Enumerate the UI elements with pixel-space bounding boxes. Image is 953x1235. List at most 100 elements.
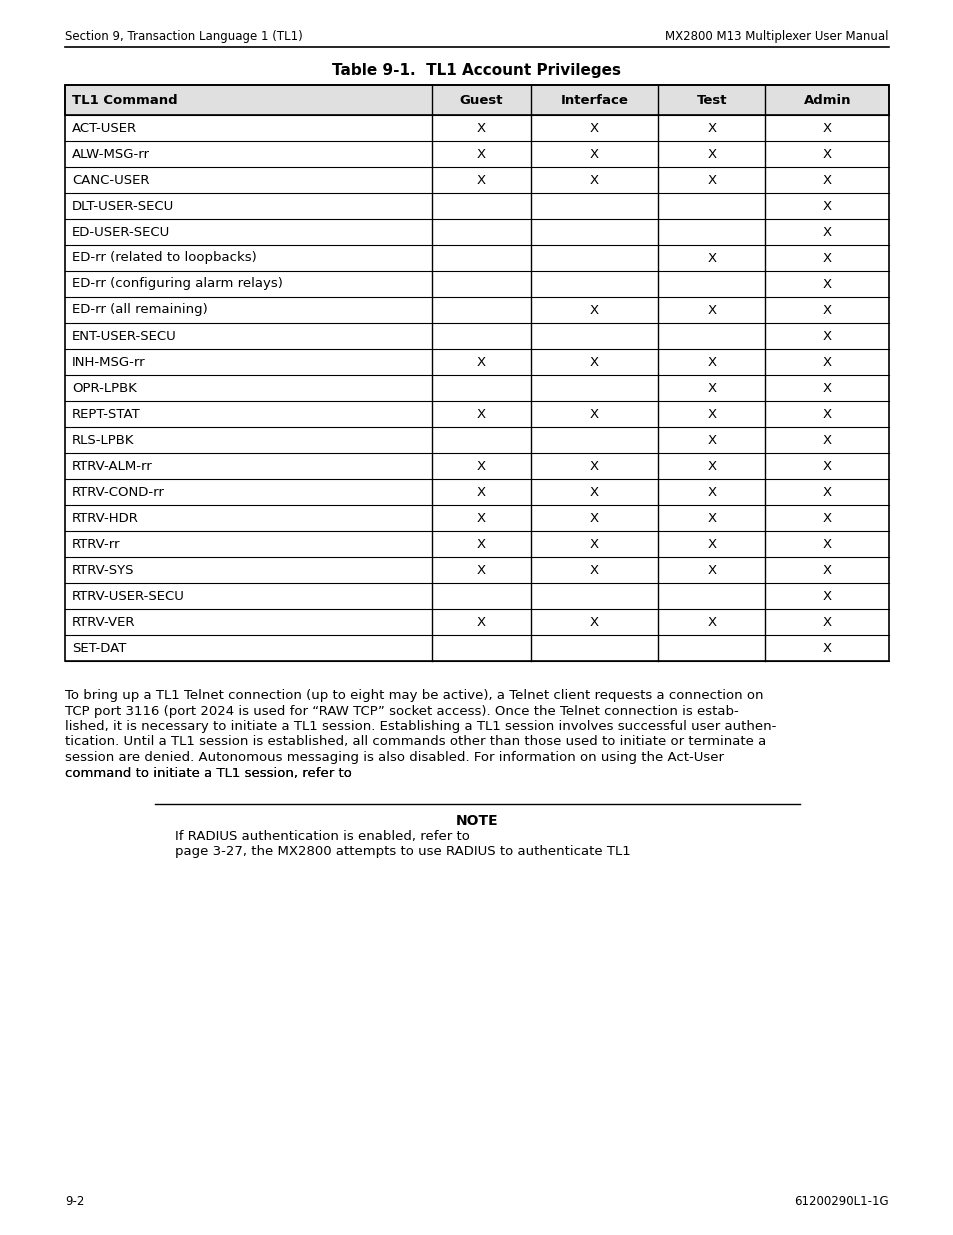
Text: X: X bbox=[589, 147, 598, 161]
Text: ACT-USER: ACT-USER bbox=[71, 121, 137, 135]
Text: REPT-STAT: REPT-STAT bbox=[71, 408, 141, 420]
Text: ED-USER-SECU: ED-USER-SECU bbox=[71, 226, 170, 238]
Text: X: X bbox=[589, 173, 598, 186]
Text: CANC-USER: CANC-USER bbox=[71, 173, 150, 186]
Text: RTRV-VER: RTRV-VER bbox=[71, 615, 135, 629]
Bar bbox=[65, 85, 888, 115]
Text: X: X bbox=[821, 382, 831, 394]
Text: SET-DAT: SET-DAT bbox=[71, 641, 126, 655]
Text: TL1 Command: TL1 Command bbox=[71, 94, 177, 106]
Text: Guest: Guest bbox=[459, 94, 502, 106]
Text: session are denied. Autonomous messaging is also disabled. For information on us: session are denied. Autonomous messaging… bbox=[65, 751, 723, 764]
Text: X: X bbox=[821, 252, 831, 264]
Text: RTRV-COND-rr: RTRV-COND-rr bbox=[71, 485, 165, 499]
Text: X: X bbox=[476, 121, 485, 135]
Text: tication. Until a TL1 session is established, all commands other than those used: tication. Until a TL1 session is establi… bbox=[65, 736, 765, 748]
Text: command to initiate a TL1 session, refer to: command to initiate a TL1 session, refer… bbox=[65, 767, 355, 779]
Text: X: X bbox=[821, 147, 831, 161]
Text: X: X bbox=[589, 121, 598, 135]
Text: X: X bbox=[706, 304, 716, 316]
Text: X: X bbox=[821, 304, 831, 316]
Text: X: X bbox=[589, 615, 598, 629]
Text: INH-MSG-rr: INH-MSG-rr bbox=[71, 356, 146, 368]
Text: Admin: Admin bbox=[802, 94, 850, 106]
Text: X: X bbox=[821, 589, 831, 603]
Text: X: X bbox=[589, 459, 598, 473]
Text: X: X bbox=[706, 511, 716, 525]
Text: 61200290L1-1G: 61200290L1-1G bbox=[794, 1195, 888, 1208]
Text: X: X bbox=[821, 511, 831, 525]
Text: X: X bbox=[706, 356, 716, 368]
Text: Table 9-1.  TL1 Account Privileges: Table 9-1. TL1 Account Privileges bbox=[333, 63, 620, 78]
Text: X: X bbox=[706, 459, 716, 473]
Text: X: X bbox=[821, 408, 831, 420]
Text: To bring up a TL1 Telnet connection (up to eight may be active), a Telnet client: To bring up a TL1 Telnet connection (up … bbox=[65, 689, 762, 701]
Text: X: X bbox=[476, 459, 485, 473]
Text: X: X bbox=[589, 408, 598, 420]
Text: X: X bbox=[821, 563, 831, 577]
Text: X: X bbox=[476, 147, 485, 161]
Text: X: X bbox=[589, 563, 598, 577]
Text: X: X bbox=[589, 304, 598, 316]
Text: X: X bbox=[706, 485, 716, 499]
Text: page 3-27, the MX2800 attempts to use RADIUS to authenticate TL1: page 3-27, the MX2800 attempts to use RA… bbox=[174, 846, 630, 858]
Text: X: X bbox=[821, 330, 831, 342]
Text: RTRV-HDR: RTRV-HDR bbox=[71, 511, 139, 525]
Text: X: X bbox=[821, 537, 831, 551]
Text: X: X bbox=[821, 485, 831, 499]
Text: X: X bbox=[476, 408, 485, 420]
Text: X: X bbox=[821, 200, 831, 212]
Text: X: X bbox=[706, 537, 716, 551]
Text: X: X bbox=[706, 615, 716, 629]
Text: X: X bbox=[821, 433, 831, 447]
Text: X: X bbox=[476, 485, 485, 499]
Text: X: X bbox=[476, 356, 485, 368]
Text: TCP port 3116 (port 2024 is used for “RAW TCP” socket access). Once the Telnet c: TCP port 3116 (port 2024 is used for “RA… bbox=[65, 704, 738, 718]
Text: 9-2: 9-2 bbox=[65, 1195, 84, 1208]
Text: DLT-USER-SECU: DLT-USER-SECU bbox=[71, 200, 174, 212]
Text: X: X bbox=[821, 121, 831, 135]
Text: lished, it is necessary to initiate a TL1 session. Establishing a TL1 session in: lished, it is necessary to initiate a TL… bbox=[65, 720, 776, 734]
Text: X: X bbox=[476, 511, 485, 525]
Text: X: X bbox=[589, 485, 598, 499]
Text: X: X bbox=[821, 278, 831, 290]
Text: command to initiate a TL1 session, refer to: command to initiate a TL1 session, refer… bbox=[65, 767, 355, 779]
Text: RTRV-ALM-rr: RTRV-ALM-rr bbox=[71, 459, 152, 473]
Text: X: X bbox=[589, 537, 598, 551]
Text: ED-rr (related to loopbacks): ED-rr (related to loopbacks) bbox=[71, 252, 256, 264]
Text: ED-rr (all remaining): ED-rr (all remaining) bbox=[71, 304, 208, 316]
Text: X: X bbox=[706, 433, 716, 447]
Text: ENT-USER-SECU: ENT-USER-SECU bbox=[71, 330, 176, 342]
Bar bbox=[65, 85, 888, 661]
Text: If RADIUS authentication is enabled, refer to: If RADIUS authentication is enabled, ref… bbox=[174, 830, 474, 844]
Text: Interface: Interface bbox=[560, 94, 628, 106]
Text: OPR-LPBK: OPR-LPBK bbox=[71, 382, 136, 394]
Text: X: X bbox=[821, 459, 831, 473]
Text: ED-rr (configuring alarm relays): ED-rr (configuring alarm relays) bbox=[71, 278, 283, 290]
Text: X: X bbox=[706, 252, 716, 264]
Text: RTRV-rr: RTRV-rr bbox=[71, 537, 120, 551]
Text: RLS-LPBK: RLS-LPBK bbox=[71, 433, 134, 447]
Text: X: X bbox=[821, 356, 831, 368]
Text: X: X bbox=[706, 382, 716, 394]
Text: X: X bbox=[589, 356, 598, 368]
Text: X: X bbox=[589, 511, 598, 525]
Text: Section 9, Transaction Language 1 (TL1): Section 9, Transaction Language 1 (TL1) bbox=[65, 30, 302, 43]
Text: X: X bbox=[476, 563, 485, 577]
Text: ALW-MSG-rr: ALW-MSG-rr bbox=[71, 147, 150, 161]
Text: Test: Test bbox=[696, 94, 726, 106]
Text: X: X bbox=[476, 537, 485, 551]
Text: X: X bbox=[821, 641, 831, 655]
Text: MX2800 M13 Multiplexer User Manual: MX2800 M13 Multiplexer User Manual bbox=[665, 30, 888, 43]
Text: X: X bbox=[476, 173, 485, 186]
Text: RTRV-SYS: RTRV-SYS bbox=[71, 563, 134, 577]
Text: X: X bbox=[821, 226, 831, 238]
Text: RTRV-USER-SECU: RTRV-USER-SECU bbox=[71, 589, 185, 603]
Text: X: X bbox=[706, 121, 716, 135]
Text: X: X bbox=[706, 147, 716, 161]
Text: X: X bbox=[706, 563, 716, 577]
Text: X: X bbox=[821, 615, 831, 629]
Text: NOTE: NOTE bbox=[456, 814, 498, 827]
Text: X: X bbox=[476, 615, 485, 629]
Text: X: X bbox=[706, 408, 716, 420]
